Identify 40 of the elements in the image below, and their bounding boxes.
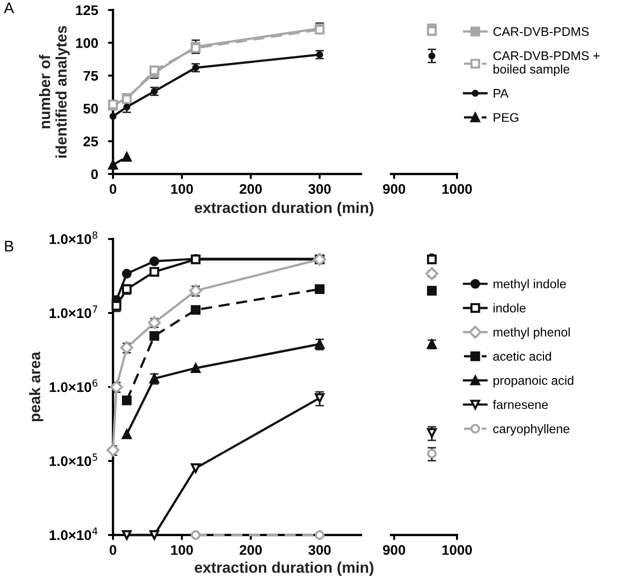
- x-tick-label: 300: [308, 545, 331, 555]
- legend-label: PEG: [494, 113, 518, 122]
- legend-label: CAR-DVB-PDMS + boiled sample: [493, 51, 600, 76]
- legend-label: PA: [494, 89, 508, 98]
- legend-label: caryophyllene: [493, 424, 570, 436]
- y-tick-label: 50: [83, 104, 98, 114]
- y-axis-title: number of identified analytes: [38, 26, 70, 158]
- y-tick-label: 100: [76, 38, 98, 48]
- y-tick-label: 1.0×10$^{5}$: [50, 454, 98, 466]
- x-tick-label: 200: [240, 545, 262, 555]
- legend-label: farnesene: [492, 400, 548, 410]
- legend-label: methyl phenol: [494, 327, 570, 340]
- chart-title: A: [4, 2, 14, 14]
- legend-label: propanoic acid: [494, 376, 574, 388]
- x-tick-label: 0: [110, 184, 116, 194]
- x-tick-label: 200: [240, 184, 262, 194]
- y-tick-label: 25: [83, 136, 98, 146]
- y-tick-label: 1.0×10$^{4}$: [50, 528, 98, 540]
- legend-label: indole: [494, 303, 526, 312]
- x-tick-label: 100: [171, 184, 193, 194]
- x-tick-label: 0: [110, 545, 116, 555]
- y-tick-label: 125: [76, 5, 98, 16]
- y-tick-label: 1.0×10$^{6}$: [50, 379, 98, 392]
- legend-label: acetic acid: [493, 352, 552, 361]
- x-axis-title: extraction duration (min): [194, 562, 374, 576]
- y-tick-label: 75: [84, 71, 98, 81]
- legend-label: CAR-DVB-PDMS: [493, 27, 589, 36]
- x-tick-label: 300: [308, 184, 331, 194]
- legend-label: methyl indole: [494, 279, 566, 291]
- chart-title: B: [5, 240, 14, 252]
- x-tick-label: 900: [383, 184, 406, 194]
- y-tick-label: 1.0×10$^{8}$: [50, 231, 98, 244]
- y-tick-label: 1.0×10$^{7}$: [50, 306, 98, 318]
- x-tick-label: 900: [383, 545, 406, 555]
- x-tick-label: 1000: [442, 545, 472, 555]
- x-tick-label: 1000: [442, 184, 472, 194]
- x-axis-title: extraction duration (min): [194, 202, 374, 216]
- y-axis-title: peak area: [29, 352, 44, 422]
- x-tick-label: 100: [171, 545, 193, 555]
- y-tick-label: 0: [91, 169, 98, 180]
